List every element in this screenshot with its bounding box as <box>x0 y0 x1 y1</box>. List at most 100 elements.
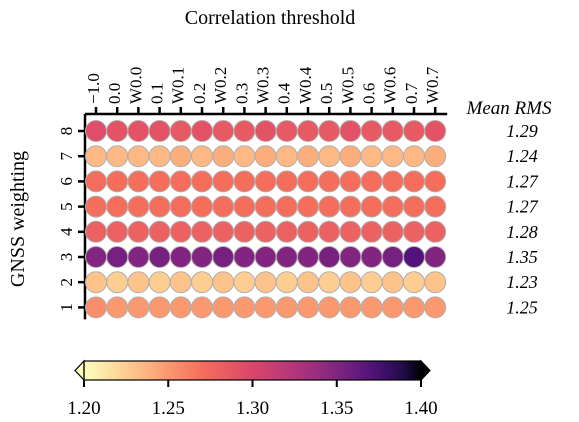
x-tick-label: 0.5 <box>317 83 336 104</box>
mean-rms-value: 1.27 <box>506 171 539 191</box>
heatmap-cell <box>318 220 341 243</box>
heatmap-cell <box>424 271 447 294</box>
x-tick-label: 0.1 <box>148 83 167 104</box>
heatmap-cell <box>191 195 213 218</box>
heatmap-cell <box>360 271 383 294</box>
heatmap-cell <box>148 220 171 243</box>
heatmap-cell <box>339 170 362 193</box>
heatmap-cell <box>424 170 447 193</box>
heatmap-cell <box>403 195 425 218</box>
x-tick-label: W0.0 <box>126 67 145 104</box>
heatmap-cell <box>191 271 213 294</box>
heatmap-cell <box>85 170 107 193</box>
heatmap-cell <box>254 120 277 142</box>
heatmap-cell <box>360 296 383 319</box>
heatmap-cell <box>381 220 404 243</box>
x-tick-label: W0.1 <box>169 67 188 104</box>
heatmap-cell <box>106 120 129 142</box>
heatmap-cell <box>169 271 192 294</box>
heatmap-cell <box>254 170 277 193</box>
heatmap-cell <box>191 296 213 319</box>
heatmap-cell <box>233 296 256 319</box>
heatmap-cell <box>275 271 298 294</box>
heatmap-cell <box>148 246 171 268</box>
heatmap-cell <box>233 220 256 243</box>
heatmap-cell <box>127 120 150 142</box>
heatmap-cell <box>275 296 298 319</box>
heatmap-cell <box>148 271 171 294</box>
mean-rms-value: 1.23 <box>506 272 538 292</box>
heatmap-cell <box>275 220 298 243</box>
heatmap-cell <box>254 220 277 243</box>
heatmap-cell <box>127 145 150 168</box>
heatmap-cell <box>106 296 129 319</box>
heatmap-cell <box>381 170 404 193</box>
heatmap-cell <box>85 195 107 218</box>
heatmap-cell <box>254 246 277 268</box>
heatmap-cell <box>191 170 213 193</box>
mean-rms-value: 1.28 <box>506 222 538 242</box>
heatmap-cell <box>191 145 213 168</box>
y-tick-label: 5 <box>57 202 76 211</box>
heatmap-cell <box>403 271 425 294</box>
heatmap-cell <box>233 145 256 168</box>
y-tick-label: 1 <box>57 303 76 312</box>
heatmap-cell <box>381 246 404 268</box>
heatmap-cell <box>275 145 298 168</box>
heatmap-cell <box>297 296 319 319</box>
heatmap-cell <box>106 220 129 243</box>
colorbar-tick-label: 1.30 <box>236 398 269 419</box>
heatmap-cell <box>403 220 425 243</box>
heatmap-cell <box>191 246 213 268</box>
heatmap-cell <box>275 246 298 268</box>
heatmap-cell <box>254 145 277 168</box>
heatmap-cell <box>191 220 213 243</box>
mean-rms-value: 1.29 <box>506 121 538 141</box>
x-tick-label: 0.2 <box>190 83 209 104</box>
heatmap-cell <box>381 271 404 294</box>
colorbar-extend-high <box>420 359 431 382</box>
heatmap-cell <box>381 120 404 142</box>
heatmap-cell <box>275 195 298 218</box>
x-tick-label: 0.4 <box>275 82 294 104</box>
heatmap-cell <box>127 170 150 193</box>
y-tick-label: 3 <box>57 253 76 262</box>
heatmap-cell <box>85 296 107 319</box>
mean-rms-value: 1.35 <box>506 247 538 267</box>
y-tick-label: 2 <box>57 278 76 287</box>
mean-rms-header: Mean RMS <box>466 98 552 119</box>
heatmap-cell <box>403 296 425 319</box>
x-tick-label: W0.6 <box>381 67 400 104</box>
heatmap-cell <box>169 145 192 168</box>
x-tick-label: 0.7 <box>402 82 421 104</box>
heatmap-cell <box>106 170 129 193</box>
heatmap-cell <box>339 195 362 218</box>
heatmap-cell <box>318 195 341 218</box>
heatmap-cell <box>297 195 319 218</box>
x-tick-label: 0.0 <box>105 83 124 104</box>
heatmap-cell <box>85 246 107 268</box>
heatmap-cell <box>424 195 447 218</box>
heatmap-cell <box>297 120 319 142</box>
heatmap-cell <box>148 195 171 218</box>
y-axis-label: GNSS weighting <box>7 151 29 287</box>
heatmap-cell <box>85 271 107 294</box>
heatmap-cell <box>275 120 298 142</box>
heatmap-cell <box>339 271 362 294</box>
heatmap-cell <box>254 195 277 218</box>
heatmap-cell <box>381 195 404 218</box>
heatmap-cell <box>254 271 277 294</box>
x-tick-label: W0.2 <box>211 67 230 104</box>
heatmap-cell <box>424 220 447 243</box>
heatmap-cell <box>297 220 319 243</box>
mean-rms-value: 1.24 <box>506 146 538 166</box>
heatmap-cell <box>169 246 192 268</box>
heatmap-cell <box>318 120 341 142</box>
heatmap-cell <box>339 220 362 243</box>
heatmap-cell <box>403 246 425 268</box>
heatmap-cell <box>360 120 383 142</box>
heatmap-cell <box>191 120 213 142</box>
heatmap-cell <box>127 271 150 294</box>
heatmap-cell <box>424 145 447 168</box>
heatmap-cell <box>127 220 150 243</box>
